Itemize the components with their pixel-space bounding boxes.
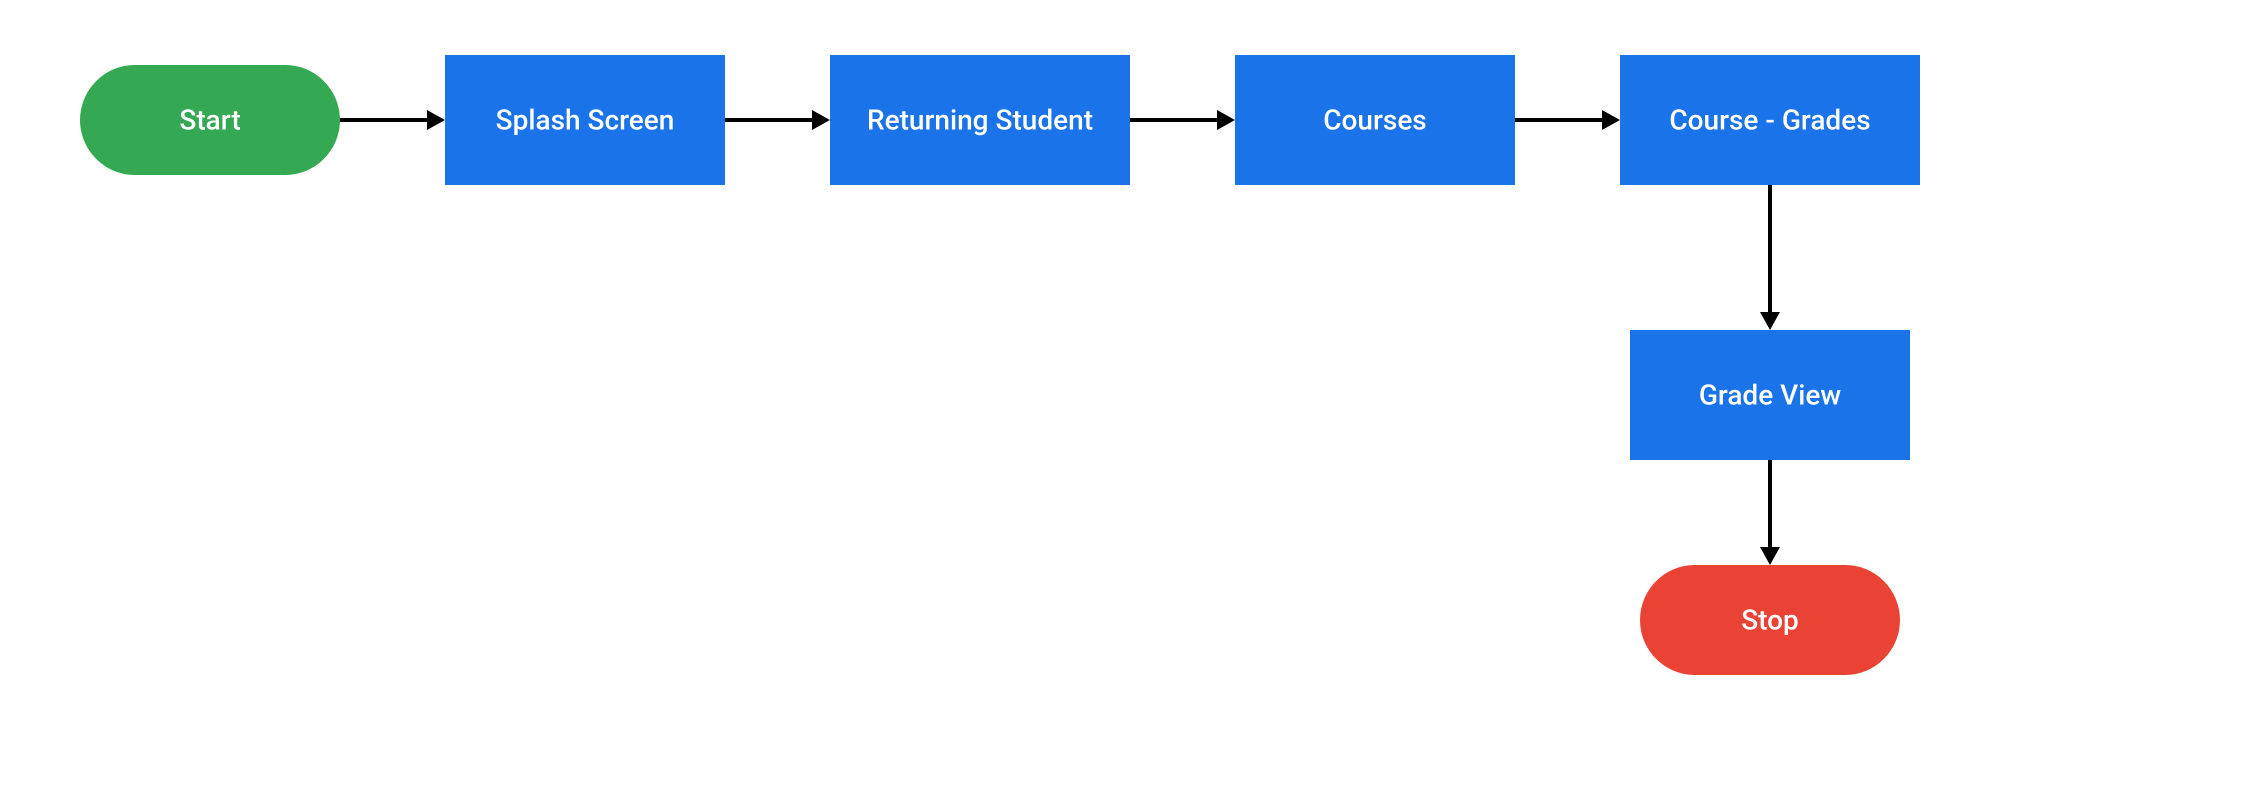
node-splash: Splash Screen <box>445 55 725 185</box>
node-label-start: Start <box>179 103 240 136</box>
node-label-cgrades: Course - Grades <box>1669 103 1870 136</box>
node-stop: Stop <box>1640 565 1900 675</box>
node-label-stop: Stop <box>1741 603 1799 636</box>
node-label-gradevw: Grade View <box>1699 378 1842 411</box>
flowchart-canvas: Start Splash Screen Returning Student Cours… <box>0 0 2263 787</box>
node-cgrades: Course - Grades <box>1620 55 1920 185</box>
node-label-courses: Courses <box>1323 103 1426 136</box>
node-retstu: Returning Student <box>830 55 1130 185</box>
node-label-splash: Splash Screen <box>496 103 675 136</box>
node-courses: Courses <box>1235 55 1515 185</box>
node-label-retstu: Returning Student <box>867 103 1093 136</box>
node-start: Start <box>80 65 340 175</box>
node-gradevw: Grade View <box>1630 330 1910 460</box>
